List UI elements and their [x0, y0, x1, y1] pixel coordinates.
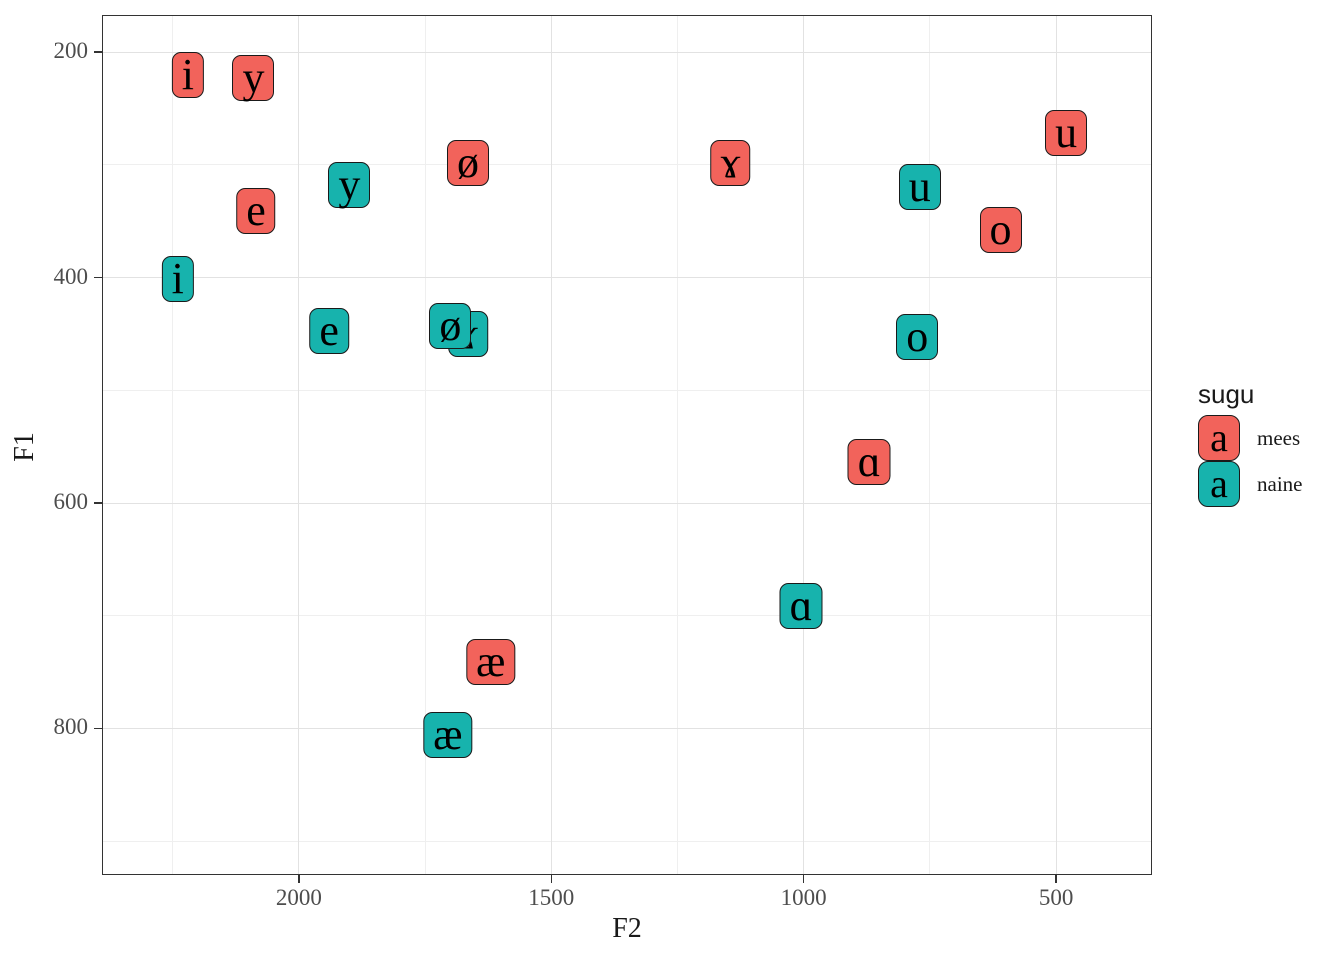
gridline-x-major — [803, 15, 805, 875]
legend-item-naine: a naine — [1198, 461, 1302, 507]
x-axis-tick-label: 500 — [1038, 885, 1074, 910]
x-axis-tick — [1055, 875, 1057, 883]
x-axis-tick-label: 1500 — [528, 885, 575, 910]
y-axis-tick-label: 800 — [53, 714, 89, 740]
y-axis-tick-label: 200 — [53, 38, 89, 64]
vowel-label-mees: y — [232, 55, 275, 102]
gridline-x-major — [1055, 15, 1057, 875]
x-axis-title: F2 — [612, 913, 642, 944]
x-axis-tick — [298, 875, 300, 883]
gridline-x-major — [298, 15, 300, 875]
vowel-label-mees: e — [236, 188, 276, 235]
gridline-y-minor — [102, 615, 1152, 617]
vowel-label-mees: o — [979, 207, 1022, 254]
gridline-x-minor — [676, 15, 678, 875]
vowel-label-mees: u — [1045, 110, 1088, 157]
y-axis-tick-label: 400 — [53, 263, 89, 289]
y-axis-tick — [94, 727, 102, 730]
x-axis-tick-label: 1000 — [780, 885, 827, 910]
gridline-y-minor — [102, 389, 1152, 391]
vowel-label-naine: u — [898, 164, 941, 211]
vowel-label-naine: o — [896, 314, 939, 361]
gridline-y-major — [102, 502, 1152, 504]
gridline-y-minor — [102, 164, 1152, 166]
gridline-y-major — [102, 277, 1152, 279]
legend-key-mees-icon: a — [1198, 415, 1240, 461]
y-axis-tick — [94, 276, 102, 279]
x-axis-tick-label: 2000 — [275, 885, 322, 910]
vowel-label-naine: y — [328, 162, 371, 209]
gridline-x-minor — [424, 15, 426, 875]
vowel-label-mees: i — [171, 51, 204, 98]
vowel-label-mees: ɑ — [847, 439, 891, 486]
vowel-label-naine: e — [309, 307, 349, 354]
gridline-x-minor — [172, 15, 174, 875]
gridline-y-minor — [102, 840, 1152, 842]
y-axis-tick — [94, 502, 102, 504]
gridline-x-major — [550, 15, 552, 875]
plot-panel — [102, 15, 1152, 875]
legend-key-naine-icon: a — [1198, 461, 1240, 507]
legend-item-mees: a mees — [1198, 415, 1302, 461]
vowel-label-naine: æ — [423, 712, 473, 759]
vowel-label-naine: ɑ — [779, 582, 823, 629]
vowel-label-mees: ɤ — [710, 139, 751, 186]
gridline-x-minor — [929, 15, 931, 875]
gridline-y-major — [102, 51, 1152, 53]
legend-label-mees: mees — [1257, 425, 1301, 450]
vowel-label-naine: ø — [429, 303, 472, 350]
legend-title: sugu — [1198, 379, 1255, 409]
x-axis-tick — [550, 875, 553, 883]
gridline-y-major — [102, 727, 1152, 729]
vowel-label-mees: ø — [446, 139, 489, 186]
vowel-label-mees: æ — [466, 638, 516, 685]
y-axis-tick — [94, 51, 102, 53]
legend-label-naine: naine — [1257, 471, 1303, 496]
y-axis-title: F1 — [9, 432, 40, 462]
x-axis-tick — [802, 875, 805, 883]
vowel-label-naine: i — [161, 255, 194, 302]
y-axis-tick-label: 600 — [53, 489, 89, 515]
legend: sugu a mees a naine — [1198, 379, 1302, 507]
